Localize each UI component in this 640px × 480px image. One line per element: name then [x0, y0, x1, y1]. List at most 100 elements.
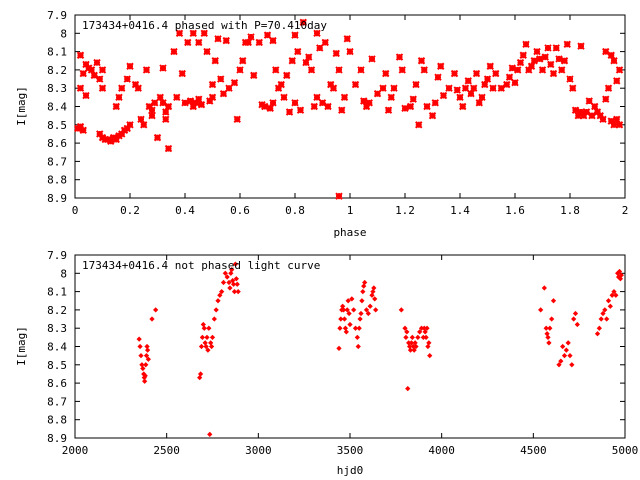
data-point	[145, 102, 153, 111]
data-point	[283, 71, 291, 80]
data-point	[409, 334, 415, 340]
y-axis-label: I[mag]	[15, 86, 28, 126]
data-point	[142, 378, 148, 384]
data-point	[228, 270, 234, 276]
data-point	[189, 29, 197, 38]
x-tick-label: 2500	[153, 444, 180, 457]
data-point	[327, 80, 335, 89]
data-point	[574, 321, 580, 328]
y-tick-label: 8.9	[47, 432, 67, 445]
data-point	[470, 84, 478, 92]
data-point	[261, 102, 269, 111]
y-tick-label: 8.1	[47, 46, 67, 59]
data-point	[492, 69, 500, 78]
x-tick-label: 0	[72, 204, 79, 217]
data-point	[209, 334, 216, 340]
data-point	[408, 340, 415, 346]
data-point	[514, 66, 522, 74]
data-point	[549, 316, 555, 322]
data-point	[602, 95, 610, 103]
data-point	[291, 31, 299, 39]
data-point	[365, 310, 371, 317]
data-point	[140, 365, 146, 372]
data-point	[338, 106, 346, 114]
data-point	[96, 75, 104, 83]
data-point	[126, 62, 134, 70]
data-point	[229, 267, 235, 273]
data-point	[610, 121, 618, 129]
data-point	[516, 58, 525, 67]
data-point	[335, 66, 343, 74]
data-point	[611, 288, 617, 295]
data-point	[357, 66, 365, 74]
data-point	[407, 347, 414, 353]
data-point	[313, 93, 321, 102]
data-point	[239, 57, 247, 65]
data-point	[571, 106, 580, 114]
y-tick-label: 8.6	[47, 137, 67, 150]
data-point	[144, 347, 151, 353]
data-point	[170, 47, 178, 56]
data-point	[227, 285, 233, 291]
x-tick-label: 5000	[612, 444, 639, 457]
data-point	[604, 316, 610, 322]
axis-ticks: 0 0.2 0.4 0.6 0.8 1 1.2 1.4 1.6 1.8 2 7.9 8 8.1 8.2 8.3…	[47, 9, 628, 217]
unphased-light-curve-panel: 2000 2500 3000 3500 4000 4500 5000 7.9 8 8.1 8.2 8.…	[15, 249, 638, 477]
data-point	[379, 84, 387, 92]
x-tick-label: 1.2	[395, 204, 415, 217]
data-point	[340, 303, 346, 309]
data-point	[405, 385, 411, 392]
data-point	[588, 111, 596, 120]
data-point	[585, 97, 593, 105]
data-point	[118, 130, 126, 138]
data-point	[508, 64, 516, 72]
data-point	[555, 55, 563, 63]
data-point	[569, 362, 575, 368]
data-point	[423, 102, 431, 111]
data-point	[398, 66, 406, 74]
data-point	[263, 31, 272, 39]
data-point	[566, 75, 574, 83]
y-tick-label: 8.4	[47, 341, 67, 354]
data-point	[143, 353, 150, 359]
data-point	[206, 325, 212, 331]
data-point	[76, 51, 85, 59]
data-point	[415, 334, 421, 340]
data-point	[219, 288, 225, 295]
data-point	[138, 353, 144, 359]
data-point	[359, 298, 365, 304]
data-point	[140, 121, 148, 129]
data-point	[582, 108, 591, 116]
y-tick-label: 8.9	[47, 192, 67, 205]
x-tick-label: 3500	[337, 444, 364, 457]
data-point	[90, 71, 98, 80]
data-point	[112, 135, 120, 144]
data-point	[316, 44, 324, 52]
data-point	[347, 321, 353, 328]
x-tick-label: 1	[347, 204, 354, 217]
data-point	[226, 279, 232, 286]
data-point	[600, 310, 606, 317]
data-point	[616, 268, 623, 275]
data-point	[310, 102, 318, 111]
data-point	[112, 102, 120, 111]
data-point	[204, 334, 210, 340]
data-point	[225, 84, 233, 92]
data-point	[159, 99, 167, 107]
data-point	[481, 80, 489, 89]
data-point	[556, 362, 562, 368]
data-point	[607, 51, 615, 59]
data-point	[219, 89, 228, 98]
data-point	[151, 99, 159, 107]
data-point	[162, 115, 170, 124]
data-point	[288, 57, 296, 65]
data-point	[244, 38, 252, 47]
x-tick-label: 2000	[62, 444, 89, 457]
data-point	[544, 44, 552, 52]
data-point	[547, 60, 555, 69]
x-axis-label: hjd0	[337, 464, 364, 477]
data-point	[527, 62, 536, 70]
data-point	[368, 55, 376, 63]
y-axis-label: I[mag]	[15, 326, 28, 366]
data-point	[145, 356, 151, 362]
